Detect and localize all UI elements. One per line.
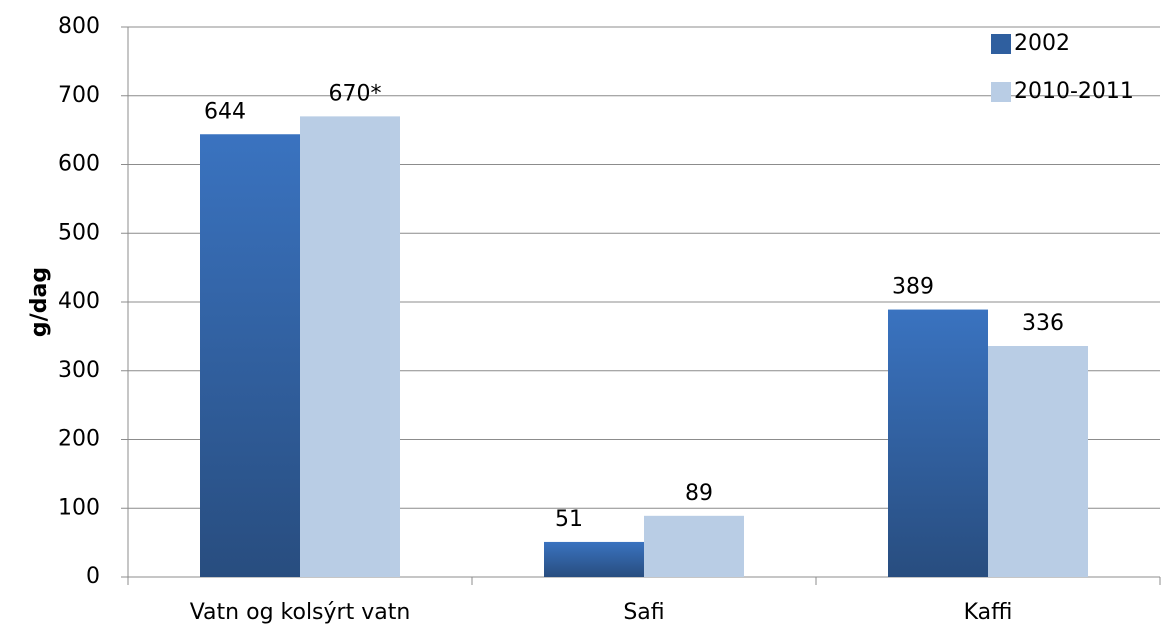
data-label: 89 [685, 481, 713, 506]
data-label: 389 [892, 275, 934, 300]
legend-swatch [991, 82, 1011, 102]
y-axis-label: g/dag [27, 267, 52, 337]
bar [888, 309, 988, 577]
data-label: 670* [329, 81, 382, 106]
bar [200, 134, 300, 577]
legend-label: 2002 [1014, 31, 1070, 56]
x-tick-label: Safi [623, 600, 664, 625]
y-tick-label: 500 [58, 220, 100, 245]
y-tick-label: 200 [58, 427, 100, 452]
y-tick-label: 800 [58, 14, 100, 39]
x-tick-label: Vatn og kolsýrt vatn [190, 600, 411, 625]
y-tick-label: 600 [58, 152, 100, 177]
y-tick-label: 100 [58, 495, 100, 520]
y-tick-label: 700 [58, 83, 100, 108]
y-tick-label: 0 [86, 564, 100, 589]
y-tick-label: 400 [58, 289, 100, 314]
data-label: 644 [204, 99, 246, 124]
bar [988, 346, 1088, 577]
y-tick-label: 300 [58, 358, 100, 383]
data-label: 336 [1022, 311, 1064, 336]
data-label: 51 [555, 507, 583, 532]
bar [300, 116, 400, 577]
bar [544, 541, 644, 577]
legend-label: 2010-2011 [1014, 79, 1134, 104]
legend-swatch [991, 34, 1011, 54]
bar [644, 515, 744, 577]
x-tick-label: Kaffi [964, 600, 1013, 625]
